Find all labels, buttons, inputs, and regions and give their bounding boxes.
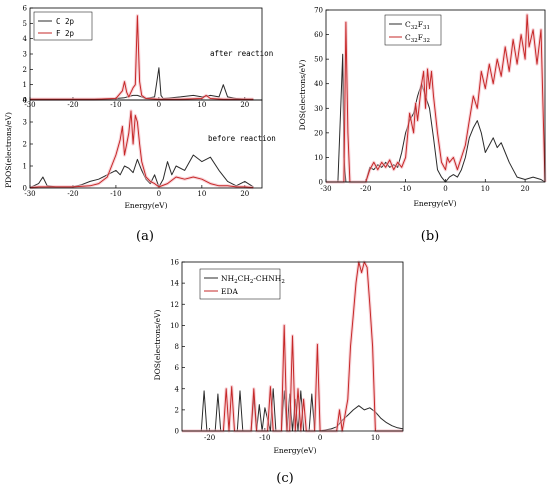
b-ytick-label-0: 0 xyxy=(319,179,323,187)
yticks-c: 0 2 4 6 8 10 12 14 16 xyxy=(170,259,185,436)
b-ytick-label-30: 30 xyxy=(314,105,323,113)
b-ytick-label-70: 70 xyxy=(314,7,323,15)
xlabel-a: Energy(eV) xyxy=(124,201,167,210)
plot-frame-c xyxy=(181,261,404,432)
a-bot-series-f-2p-glow xyxy=(29,109,254,190)
a-bot-ytick-label-0: 0 xyxy=(23,185,27,193)
panel-label-a: (a) xyxy=(136,229,154,244)
a-bot-series-f-2p xyxy=(29,110,254,189)
a-top-ytick-label-6: 6 xyxy=(23,5,28,13)
a-top-ytick-label-2: 2 xyxy=(23,66,27,74)
chart-b: DOS(electrons/eV) 0 10 20 30 40 50 60 70 -30 -20… xyxy=(298,7,547,244)
legend-a: C 2p F 2p xyxy=(33,11,93,41)
ylabel-c: DOS(electrons/eV) xyxy=(153,310,162,381)
annotation-before-reaction: before reaction xyxy=(208,134,276,143)
b-xtick-label-0: 0 xyxy=(443,185,447,193)
c-ytick-label-6: 6 xyxy=(175,364,180,372)
c-xtick-label-0: 0 xyxy=(318,434,322,442)
b-xtick-label--10: -10 xyxy=(400,185,411,193)
a-top-ytick-label-0: 0 xyxy=(23,97,27,105)
plot-frame-b xyxy=(325,9,546,183)
a-top-xtick-label--10: -10 xyxy=(110,101,121,109)
c-xtick-label--20: -20 xyxy=(204,434,215,442)
c-xtick-label-10: 10 xyxy=(371,434,380,442)
b-ytick-label-10: 10 xyxy=(314,154,323,162)
chart-c: DOS(electrons/eV) 0 2 4 6 8 10 12 14 16 -20 -10 0 1… xyxy=(153,259,404,485)
c-ytick-label-2: 2 xyxy=(175,406,179,414)
legend-b: C32F31 C32F32 xyxy=(384,14,442,46)
b-xtick-label--30: -30 xyxy=(320,185,331,193)
legend-label-nh2ch2-chnh2: NH2CH2-CHNH2 xyxy=(221,274,285,285)
a-top-ytick-label-3: 3 xyxy=(23,51,27,59)
xlabel-c: Energy(eV) xyxy=(273,446,316,455)
b-series-c32f32 xyxy=(326,14,546,183)
b-ytick-label-60: 60 xyxy=(314,31,323,39)
a-bot-ytick-label-1: 1 xyxy=(23,163,27,171)
c-ytick-label-4: 4 xyxy=(175,385,180,393)
plot-frame-a-bot xyxy=(29,99,263,189)
ylabel-a: PDOS(electrons/eV) xyxy=(4,112,13,188)
a-bot-xtick-label-20: 20 xyxy=(240,190,249,198)
chart-a: PDOS(electrons/eV) 0 1 2 3 4 5 6 0 1 2 3 4 -30 -20 -… xyxy=(4,5,276,245)
a-bot-xtick-label-10: 10 xyxy=(197,190,206,198)
ylabel-b: DOS(electrons/eV) xyxy=(298,60,307,131)
annotation-after-reaction: after reaction xyxy=(210,49,273,58)
a-top-ytick-label-4: 4 xyxy=(23,35,28,43)
a-bot-ytick-label-4: 4 xyxy=(23,97,28,105)
a-bot-xtick-label-0: 0 xyxy=(157,190,161,198)
a-top-series-f-2p xyxy=(30,15,254,100)
c-ytick-label-10: 10 xyxy=(170,322,179,330)
b-xtick-label--20: -20 xyxy=(360,185,371,193)
legend-c: NH2CH2-CHNH2 EDA xyxy=(199,268,285,300)
c-ytick-label-12: 12 xyxy=(170,301,179,309)
xlabel-b: Energy(eV) xyxy=(413,199,456,208)
b-ytick-label-50: 50 xyxy=(314,56,323,64)
b-ytick-label-20: 20 xyxy=(314,129,323,137)
a-bot-xtick-label--20: -20 xyxy=(67,190,78,198)
a-top-xtick-label-10: 10 xyxy=(197,101,206,109)
legend-label-c2p: C 2p xyxy=(56,17,75,26)
panel-label-c: (c) xyxy=(276,471,293,485)
c-ytick-label-16: 16 xyxy=(170,259,179,267)
c-ytick-label-8: 8 xyxy=(175,343,179,351)
a-top-xtick-label-20: 20 xyxy=(240,101,249,109)
a-top-ytick-label-5: 5 xyxy=(23,20,27,28)
a-bot-xtick-label--10: -10 xyxy=(110,190,121,198)
b-xtick-label-10: 10 xyxy=(481,185,490,193)
yticks-a-top: 0 1 2 3 4 5 6 xyxy=(23,5,33,105)
a-top-xtick-label-0: 0 xyxy=(157,101,161,109)
legend-label-f2p: F 2p xyxy=(56,29,75,38)
c-xtick-label--10: -10 xyxy=(259,434,270,442)
a-bot-xtick-label--30: -30 xyxy=(24,190,35,198)
c-ytick-label-0: 0 xyxy=(175,428,179,436)
b-ytick-label-40: 40 xyxy=(314,80,323,88)
b-xtick-label-20: 20 xyxy=(521,185,530,193)
a-bot-ytick-label-2: 2 xyxy=(23,141,27,149)
legend-label-c32f32: C32F32 xyxy=(405,33,430,44)
a-bot-ytick-label-3: 3 xyxy=(23,119,27,127)
legend-label-c32f31: C32F31 xyxy=(405,20,430,31)
legend-label-eda: EDA xyxy=(221,287,238,296)
a-top-xtick-label--20: -20 xyxy=(67,101,78,109)
panel-label-b: (b) xyxy=(421,229,439,244)
c-series-nh2ch2-chnh2 xyxy=(182,388,404,432)
yticks-a-bot: 0 1 2 3 4 xyxy=(23,97,33,193)
yticks-b: 0 10 20 30 40 50 60 70 xyxy=(314,7,329,187)
a-top-ytick-label-1: 1 xyxy=(23,81,27,89)
c-ytick-label-14: 14 xyxy=(170,280,179,288)
